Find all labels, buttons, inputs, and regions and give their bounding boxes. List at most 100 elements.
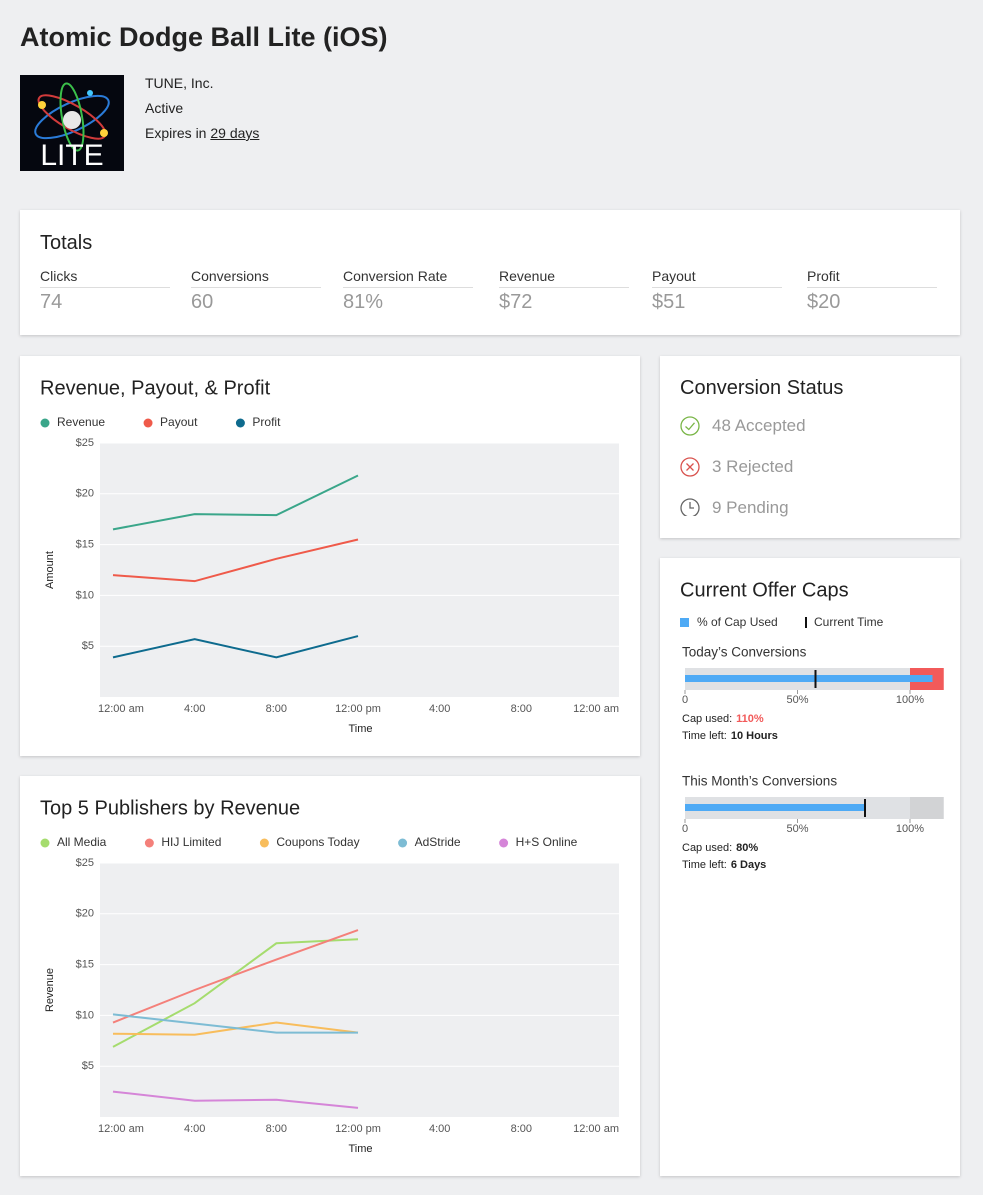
legend-label: Current Time [814, 615, 884, 629]
series-line [112, 1090, 359, 1109]
caps-chart: Current Offer Caps % of Cap Used Current T… [680, 579, 944, 871]
x-tick-label: 50% [786, 694, 808, 706]
expires-link[interactable]: 29 days [210, 125, 260, 141]
x-tick-label: 12:00 pm [335, 703, 381, 715]
icon-label: LITE [40, 139, 103, 171]
series-line [112, 938, 359, 1048]
x-tick-label: 12:00 am [573, 703, 619, 715]
total-label: Conversions [191, 268, 321, 288]
time-left-value: 10 Hours [731, 730, 778, 742]
total-value: 60 [191, 291, 214, 313]
total-value: $51 [652, 291, 686, 313]
x-tick-label: 8:00 [266, 703, 287, 715]
x-tick-label: 50% [786, 823, 808, 835]
x-tick-label: 0 [682, 823, 688, 835]
total-value: 81% [343, 291, 384, 313]
current-time-marker [814, 670, 817, 688]
status: Active [145, 100, 184, 116]
series-line [112, 929, 359, 1024]
total-item: Conversion Rate 81% [343, 268, 473, 314]
x-tick-label: 8:00 [511, 703, 532, 715]
legend-swatch [398, 838, 408, 848]
x-tick-label: 12:00 am [98, 703, 144, 715]
x-tick-label: 8:00 [511, 1123, 532, 1135]
time-left: Time left: 10 Hours [682, 730, 778, 742]
time-left-label: Time left: [682, 859, 727, 871]
series-line [112, 474, 359, 531]
cap-title: This Month’s Conversions [682, 774, 837, 789]
x-tick-label: 12:00 pm [335, 1123, 381, 1135]
x-tick-label: 12:00 am [573, 1123, 619, 1135]
status-item: 9 Pending [712, 498, 789, 517]
legend-swatch [40, 418, 50, 428]
cap-used: Cap used: 110% [682, 713, 764, 725]
total-label: Profit [807, 268, 937, 288]
y-axis-label: Amount [44, 551, 56, 589]
x-axis-label: Time [348, 723, 372, 735]
y-tick-label: $10 [76, 1009, 94, 1021]
series-line [112, 635, 359, 659]
time-left-value: 6 Days [731, 859, 766, 871]
legend-label: All Media [57, 835, 107, 849]
y-tick-label: $20 [76, 488, 94, 500]
y-tick-label: $20 [76, 908, 94, 920]
chart-title: Top 5 Publishers by Revenue [40, 797, 300, 819]
y-tick-label: $15 [76, 539, 94, 551]
legend-swatch [40, 838, 50, 848]
status-item: 48 Accepted [712, 416, 806, 435]
total-item: Payout $51 [652, 268, 782, 314]
legend-swatch [144, 838, 154, 848]
cap-used: Cap used: 80% [682, 842, 758, 854]
legend-label: Revenue [57, 415, 105, 429]
x-tick-label: 4:00 [184, 703, 205, 715]
y-tick-label: $5 [82, 1060, 94, 1072]
status-icons [680, 416, 700, 516]
caps-title: Current Offer Caps [680, 579, 849, 601]
plot-area [100, 863, 619, 1117]
total-value: $20 [807, 291, 841, 313]
legend-label: Payout [160, 415, 198, 429]
y-axis-label: Revenue [44, 968, 56, 1012]
total-label: Clicks [40, 268, 170, 288]
chart: Top 5 Publishers by Revenue All Media HIJ … [40, 797, 619, 1155]
cap-used-value: 80% [736, 842, 758, 854]
chart-card: Revenue, Payout, & Profit Revenue Payout Pr… [20, 356, 640, 756]
y-tick-label: $25 [76, 857, 94, 869]
time-left: Time left: 6 Days [682, 859, 766, 871]
total-item: Clicks 74 [40, 268, 170, 314]
x-axis-label: Time [348, 1143, 372, 1155]
total-value: $72 [499, 291, 533, 313]
x-tick-label: 4:00 [429, 1123, 450, 1135]
chart: Revenue, Payout, & Profit Revenue Payout Pr… [40, 377, 619, 735]
company: TUNE, Inc. [145, 75, 214, 91]
legend-swatch [259, 838, 269, 848]
y-tick-label: $15 [76, 959, 94, 971]
cap-used-label: Cap used: [682, 842, 732, 854]
totals-title: Totals [40, 232, 93, 254]
legend-marker [805, 617, 807, 628]
total-label: Revenue [499, 268, 629, 288]
status-title: Conversion Status [680, 377, 844, 399]
legend-swatch [680, 618, 689, 627]
total-label: Payout [652, 268, 782, 288]
total-value: 74 [40, 291, 63, 313]
cap-used-bar [685, 804, 865, 811]
y-tick-label: $25 [76, 437, 94, 449]
x-tick-label: 12:00 am [98, 1123, 144, 1135]
status-card: Conversion Status 48 Accepted 3 Rejected… [660, 356, 960, 538]
x-tick-label: 100% [896, 823, 924, 835]
cap-title: Today’s Conversions [682, 645, 807, 660]
legend-label: Coupons Today [276, 835, 359, 849]
legend-label: HIJ Limited [161, 835, 221, 849]
total-label: Conversion Rate [343, 268, 473, 288]
cap-used-bar [685, 675, 933, 682]
y-tick-label: $10 [76, 589, 94, 601]
plot-area [100, 443, 619, 697]
expires-prefix: Expires in [145, 125, 207, 141]
current-time-marker [864, 799, 866, 817]
app-title: Atomic Dodge Ball Lite (iOS) [20, 22, 388, 52]
app-icon: LITE [20, 75, 124, 171]
chart-card: Top 5 Publishers by Revenue All Media HIJ … [20, 776, 640, 1176]
y-tick-label: $5 [82, 640, 94, 652]
